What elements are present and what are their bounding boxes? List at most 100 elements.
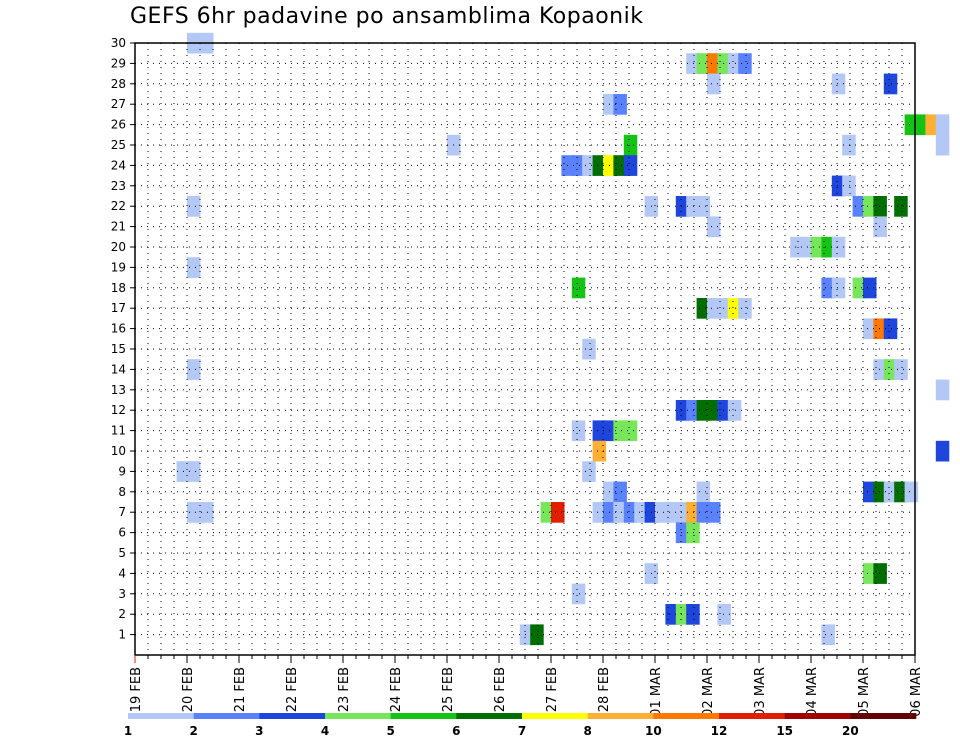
heatmap-cell (696, 196, 711, 217)
heatmap-cell (717, 53, 731, 74)
heatmap-cell (894, 359, 908, 380)
y-tick-label: 11 (111, 424, 126, 438)
heatmap-cell (831, 73, 846, 95)
legend-swatch (587, 713, 654, 719)
heatmap-cell (686, 522, 700, 544)
heatmap-cell (187, 502, 201, 523)
heatmap-cell (915, 114, 929, 136)
heatmap-cell (686, 502, 700, 523)
heatmap-cell (571, 155, 586, 176)
heatmap-cell (571, 583, 586, 605)
legend-swatch (522, 713, 588, 719)
heatmap-cell (717, 604, 731, 625)
heatmap-cell (831, 236, 846, 258)
heatmap-cell (561, 155, 575, 176)
y-tick-label: 20 (111, 240, 126, 254)
x-tick-label: 20 FEB (181, 667, 196, 712)
legend-label: 12 (711, 724, 728, 738)
y-tick-label: 23 (111, 179, 126, 193)
heatmap-cell (894, 481, 908, 503)
legend-label: 8 (583, 724, 591, 738)
heatmap-cell (821, 277, 835, 299)
legend-swatch (325, 713, 391, 719)
heatmap-cell (675, 604, 690, 625)
heatmap-cell (187, 196, 201, 217)
heatmap-cell (707, 400, 721, 421)
heatmap-cell (686, 53, 700, 74)
heatmap-cell (623, 155, 638, 176)
y-tick-label: 9 (118, 464, 126, 478)
heatmap-cell (873, 318, 887, 340)
x-tick-label: 27 FEB (545, 667, 560, 712)
heatmap-cell (519, 624, 534, 646)
y-tick-label: 12 (111, 403, 126, 417)
y-tick-label: 1 (118, 628, 126, 642)
heatmap-cell (883, 481, 898, 503)
heatmap-cell (811, 236, 825, 258)
heatmap-cell (707, 216, 721, 238)
heatmap-cell (727, 400, 742, 421)
heatmap-cell (863, 481, 877, 503)
heatmap-cell (582, 155, 596, 176)
heatmap-cell (935, 114, 950, 136)
heatmap-cell (904, 481, 919, 503)
heatmap-cell (675, 196, 690, 217)
heatmap-cell (675, 400, 690, 421)
legend-label: 6 (452, 724, 460, 738)
heatmap-cell (935, 379, 950, 401)
legend-swatch (259, 713, 326, 719)
heatmap-cell (831, 277, 846, 299)
heatmap-cell (707, 73, 721, 95)
heatmap-cell (821, 624, 835, 646)
y-tick-label: 8 (118, 485, 126, 499)
x-tick-label: 02 MAR (701, 667, 716, 717)
legend-label: 2 (189, 724, 197, 738)
x-tick-label: 25 FEB (441, 667, 456, 712)
y-tick-label: 15 (111, 342, 126, 356)
y-tick-label: 14 (111, 362, 126, 376)
y-tick-label: 6 (118, 526, 126, 540)
heatmap-cell (686, 196, 700, 217)
legend-label: 1 (124, 724, 132, 738)
heatmap-cell (717, 298, 731, 319)
y-tick-label: 17 (111, 301, 126, 315)
legend-swatch (128, 713, 194, 719)
heatmap-cell (873, 359, 887, 380)
heatmap-cell (582, 338, 596, 360)
heatmap-cell (551, 502, 565, 523)
heatmap-cell (571, 420, 586, 442)
heatmap-cell (790, 236, 804, 258)
heatmap-cell (727, 53, 742, 74)
heatmap-cell (686, 400, 700, 421)
y-tick-label: 13 (111, 383, 126, 397)
legend-label: 4 (321, 724, 329, 738)
heatmap-cell (842, 134, 856, 156)
y-tick-label: 28 (111, 77, 126, 91)
x-tick-label: 19 FEB (129, 667, 144, 712)
x-tick-label: 26 FEB (493, 667, 508, 712)
y-tick-label: 25 (111, 138, 126, 152)
heatmap-cell (696, 53, 711, 74)
heatmap-cell (696, 481, 711, 503)
heatmap-cell (675, 522, 690, 544)
heatmap-cell (873, 216, 887, 238)
heatmap-cell (883, 359, 898, 380)
legend-swatch (719, 713, 785, 719)
legend-swatch (390, 713, 457, 719)
legend-label: 5 (386, 724, 394, 738)
heatmap-cell (738, 298, 752, 319)
heatmap-cell (592, 440, 607, 462)
heatmap-cell (935, 440, 950, 462)
heatmap-cell (623, 502, 638, 523)
heatmap-cell (863, 196, 877, 217)
heatmap-cell (592, 155, 607, 176)
heatmap-cell (935, 134, 950, 156)
x-tick-label: 05 MAR (857, 667, 872, 717)
y-tick-label: 27 (111, 97, 126, 111)
heatmap-cell (727, 298, 742, 319)
legend-swatch (456, 713, 523, 719)
y-tick-label: 7 (118, 505, 126, 519)
heatmap-cell (707, 502, 721, 523)
y-tick-label: 18 (111, 281, 126, 295)
